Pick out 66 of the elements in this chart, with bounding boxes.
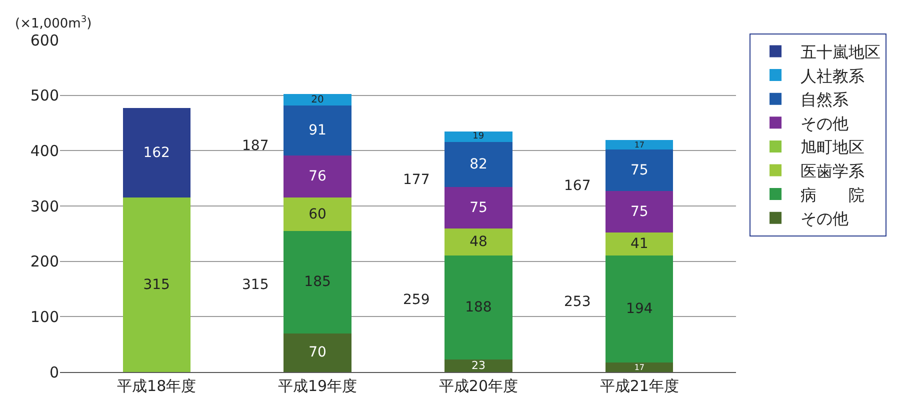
annotation: 187 <box>242 138 269 154</box>
bar <box>122 108 190 198</box>
x-tick-label: 平成21年度 <box>600 377 679 395</box>
y-tick-label: 600 <box>30 31 59 50</box>
annotation: 253 <box>564 294 591 310</box>
y-tick-label: 100 <box>30 308 59 326</box>
annotation: 177 <box>403 172 430 188</box>
x-tick-label: 平成19年度 <box>278 377 358 395</box>
data-label: 75 <box>470 200 488 216</box>
x-tick-label: 平成20年度 <box>438 377 518 395</box>
annotation: 315 <box>242 277 269 293</box>
legend-label: 旭町地区 <box>800 138 865 157</box>
data-label: 19 <box>472 132 484 142</box>
legend-label: その他 <box>800 114 849 133</box>
data-label: 194 <box>626 300 653 317</box>
bar <box>284 230 352 334</box>
data-label: 23 <box>471 359 486 372</box>
data-label: 60 <box>308 206 326 222</box>
legend-label: その他 <box>800 209 849 228</box>
data-label: 17 <box>634 362 645 372</box>
legend-label: 病 院 <box>800 185 865 204</box>
bar <box>606 255 674 363</box>
data-label: 188 <box>465 299 492 316</box>
legend-label: 医歯学系 <box>800 162 865 180</box>
bar <box>444 228 512 256</box>
y-tick-label: 500 <box>30 86 59 105</box>
y-tick-label: 0 <box>49 363 59 382</box>
bar <box>444 187 512 229</box>
bar <box>284 333 352 372</box>
data-label: 162 <box>143 144 170 161</box>
y-axis-title: (×1,000m$^{3}$) <box>15 15 92 32</box>
y-tick-label: 400 <box>30 142 59 160</box>
bar <box>444 255 512 360</box>
data-label: 70 <box>308 344 326 361</box>
bar <box>444 142 512 188</box>
data-label: 315 <box>143 276 170 293</box>
bar <box>606 140 674 150</box>
bar <box>284 198 352 231</box>
data-label: 41 <box>630 236 648 252</box>
bar <box>444 131 512 142</box>
legend-label: 自然系 <box>800 90 849 110</box>
annotation: 167 <box>564 178 591 194</box>
data-label: 17 <box>634 140 645 150</box>
bar <box>606 150 674 192</box>
data-label: 91 <box>308 122 326 138</box>
y-tick-label: 300 <box>30 197 59 216</box>
bar <box>284 94 352 106</box>
data-label: 20 <box>311 94 324 106</box>
bar <box>284 105 352 156</box>
data-label: 185 <box>304 274 331 290</box>
bar <box>606 232 674 256</box>
y-tick-label: 200 <box>30 252 59 271</box>
bar <box>122 198 190 372</box>
bar <box>444 359 512 372</box>
bar <box>284 156 352 198</box>
legend-label: 人社教系 <box>800 66 865 86</box>
annotation: 259 <box>403 292 430 308</box>
data-label: 48 <box>470 234 488 250</box>
data-label: 82 <box>470 156 488 172</box>
bar <box>606 362 674 372</box>
legend-label: 五十嵐地区 <box>800 42 881 62</box>
data-label: 75 <box>630 162 648 178</box>
data-label: 76 <box>308 168 326 185</box>
x-tick-label: 平成18年度 <box>117 377 196 395</box>
bar <box>606 191 674 233</box>
data-label: 75 <box>630 204 648 220</box>
